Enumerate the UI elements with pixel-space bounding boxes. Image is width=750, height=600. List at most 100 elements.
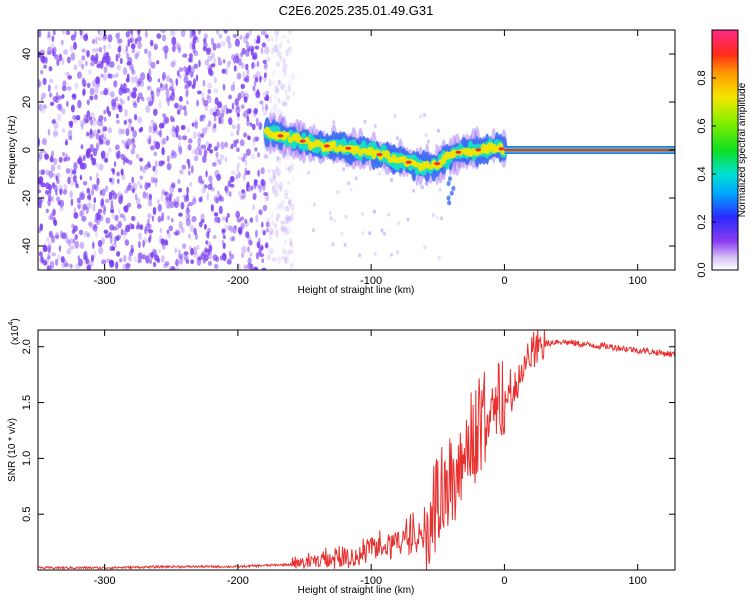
noise-speckle	[137, 116, 143, 124]
noise-speckle	[170, 61, 176, 68]
noise-speckle	[48, 170, 54, 179]
noise-speckle	[66, 248, 72, 255]
noise-speckle	[99, 61, 104, 69]
noise-speckle	[237, 92, 242, 101]
noise-speckle	[190, 259, 195, 265]
noise-speckle	[147, 50, 152, 59]
noise-speckle	[160, 84, 166, 91]
noise-speckle	[57, 113, 62, 122]
noise-speckle	[227, 225, 232, 231]
noise-speckle	[329, 216, 333, 221]
noise-speckle	[59, 188, 63, 196]
noise-speckle	[231, 235, 236, 242]
noise-speckle	[117, 104, 122, 110]
noise-speckle	[231, 107, 234, 112]
noise-speckle	[236, 72, 242, 80]
noise-speckle	[282, 66, 285, 72]
y-tick-label: 1.5	[21, 395, 33, 410]
noise-speckle	[438, 187, 442, 192]
noise-speckle	[83, 251, 87, 260]
noise-speckle	[61, 128, 66, 134]
noise-speckle	[160, 215, 164, 222]
noise-speckle	[427, 139, 430, 144]
noise-speckle	[168, 95, 173, 100]
noise-speckle	[195, 74, 199, 82]
noise-speckle	[266, 56, 271, 62]
noise-speckle	[128, 160, 133, 165]
noise-speckle	[207, 260, 212, 266]
noise-speckle	[98, 137, 102, 146]
noise-speckle	[275, 229, 279, 239]
noise-speckle	[95, 76, 100, 84]
noise-speckle	[41, 169, 45, 176]
noise-speckle	[172, 151, 177, 159]
noise-speckle	[82, 88, 86, 96]
noise-speckle	[144, 30, 148, 38]
noise-speckle	[244, 159, 248, 167]
noise-speckle	[286, 38, 290, 44]
noise-speckle	[289, 214, 294, 223]
noise-speckle	[81, 215, 87, 222]
noise-speckle	[287, 85, 291, 93]
noise-speckle	[165, 83, 168, 91]
noise-speckle	[177, 188, 183, 193]
noise-speckle	[162, 71, 167, 80]
noise-speckle	[225, 216, 229, 223]
noise-speckle	[41, 138, 47, 146]
noise-speckle	[232, 81, 236, 87]
noise-speckle	[192, 195, 197, 203]
noise-speckle	[114, 235, 117, 245]
noise-speckle	[182, 243, 187, 250]
noise-speckle	[61, 85, 67, 92]
noise-speckle	[65, 236, 69, 244]
noise-speckle	[47, 46, 53, 55]
noise-speckle	[412, 188, 415, 193]
noise-speckle	[137, 259, 142, 264]
noise-speckle	[281, 226, 286, 232]
noise-speckle	[96, 177, 100, 186]
noise-speckle	[277, 79, 281, 86]
noise-speckle	[239, 139, 245, 147]
noise-speckle	[226, 61, 230, 68]
noise-speckle	[46, 263, 49, 270]
noise-speckle	[203, 33, 208, 39]
noise-speckle	[257, 184, 260, 189]
noise-speckle	[86, 265, 90, 270]
noise-speckle	[202, 155, 207, 163]
noise-speckle	[287, 216, 291, 222]
noise-speckle	[43, 242, 47, 250]
noise-speckle	[245, 41, 249, 49]
noise-speckle	[111, 210, 115, 219]
y-tick-label: 2.0	[21, 339, 33, 354]
noise-speckle	[58, 184, 64, 193]
noise-speckle	[201, 180, 205, 185]
noise-speckle	[201, 92, 205, 101]
noise-speckle	[45, 169, 51, 176]
noise-speckle	[183, 255, 189, 261]
x-tick-label: -300	[94, 275, 116, 287]
colorbar-tick-label: 0.8	[696, 70, 708, 85]
noise-speckle	[178, 256, 184, 265]
noise-speckle	[193, 246, 197, 255]
noise-speckle	[251, 62, 254, 70]
noise-speckle	[95, 36, 98, 45]
noise-speckle	[236, 165, 240, 173]
noise-speckle	[245, 183, 249, 192]
noise-speckle	[257, 169, 260, 177]
noise-speckle	[56, 58, 60, 66]
noise-speckle	[38, 138, 41, 147]
track-peak	[345, 146, 352, 150]
noise-speckle	[138, 157, 144, 162]
noise-speckle	[150, 145, 155, 151]
noise-speckle	[241, 245, 247, 254]
noise-speckle	[287, 165, 293, 173]
noise-speckle	[263, 192, 268, 196]
noise-speckle	[278, 181, 283, 189]
noise-speckle	[288, 146, 292, 152]
noise-speckle	[52, 30, 56, 36]
noise-speckle	[208, 120, 212, 127]
noise-speckle	[245, 231, 250, 239]
noise-speckle	[165, 96, 170, 103]
noise-speckle	[178, 67, 184, 72]
noise-speckle	[123, 119, 128, 126]
